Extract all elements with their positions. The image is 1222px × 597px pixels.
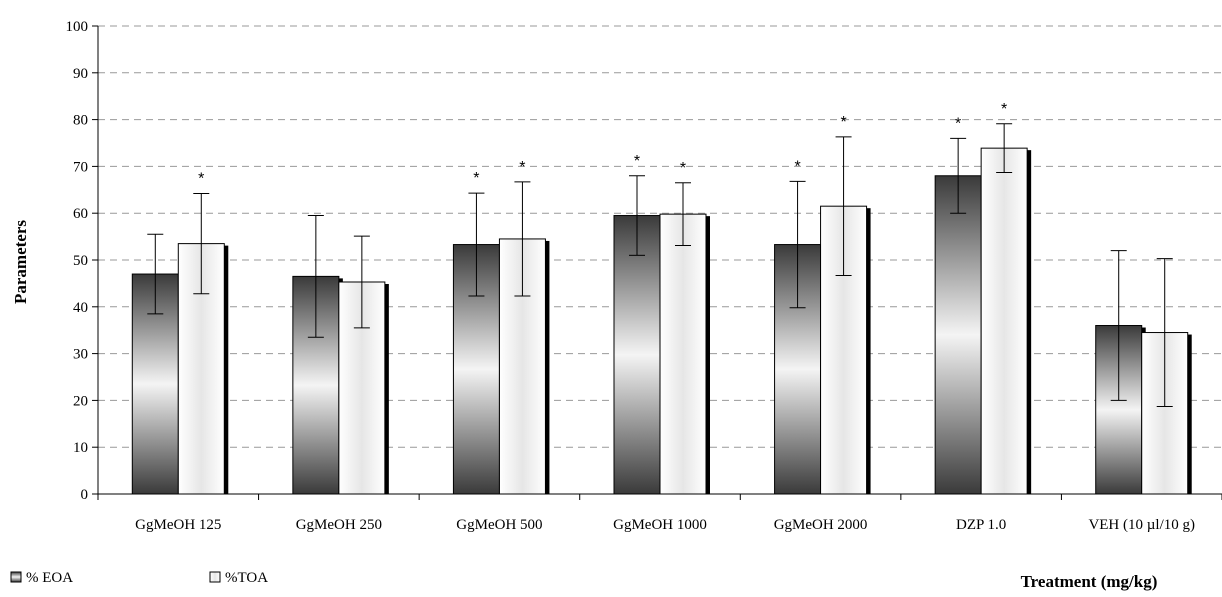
y-tick-label: 40	[73, 300, 88, 316]
x-category-label: GgMeOH 125	[135, 517, 221, 533]
significance-star: *	[840, 114, 846, 131]
gridlines	[98, 25, 1222, 448]
significance-star: *	[1001, 101, 1007, 118]
significance-star: *	[473, 170, 479, 187]
significance-star: *	[794, 158, 800, 175]
x-category-label: DZP 1.0	[956, 517, 1006, 533]
y-tick-label: 20	[73, 393, 88, 409]
bar-toa	[980, 147, 1028, 495]
y-tick-label: 80	[73, 113, 88, 129]
x-category-label: GgMeOH 1000	[613, 517, 707, 533]
y-tick-label: 60	[73, 206, 88, 222]
bar-eoa	[613, 215, 661, 495]
bar-eoa	[934, 175, 982, 495]
x-category-label: VEH (10 µl/10 g)	[1088, 517, 1195, 533]
bars: * * * * * * * * *	[131, 101, 1192, 495]
legend-swatch	[209, 571, 221, 583]
x-axis-title: Treatment (mg/kg)	[1021, 572, 1158, 591]
x-category-label: GgMeOH 250	[296, 517, 382, 533]
y-tick-label: 30	[73, 347, 88, 363]
legend-label: % EOA	[26, 570, 73, 586]
x-category-label: GgMeOH 500	[456, 517, 542, 533]
y-tick-label: 50	[73, 253, 88, 269]
y-tick-label: 100	[66, 19, 89, 35]
legend-swatch	[10, 571, 22, 583]
bar-toa	[659, 213, 707, 495]
x-category-label: GgMeOH 2000	[774, 517, 868, 533]
y-tick-label: 70	[73, 159, 88, 175]
legend-label: %TOA	[225, 570, 268, 586]
axes: 0 10 20 30 40 50 60 70 80 90 100 GgMeOH 125 GgMeOH 2…	[66, 19, 1222, 533]
significance-star: *	[519, 159, 525, 176]
significance-star: *	[955, 115, 961, 132]
y-tick-label: 0	[81, 487, 89, 503]
y-tick-label: 90	[73, 66, 88, 82]
y-axis-title: Parameters	[11, 220, 30, 304]
significance-star: *	[680, 160, 686, 177]
significance-star: *	[198, 171, 204, 188]
legend: % EOA %TOA	[10, 570, 268, 586]
significance-star: *	[634, 153, 640, 170]
y-tick-label: 10	[73, 440, 88, 456]
